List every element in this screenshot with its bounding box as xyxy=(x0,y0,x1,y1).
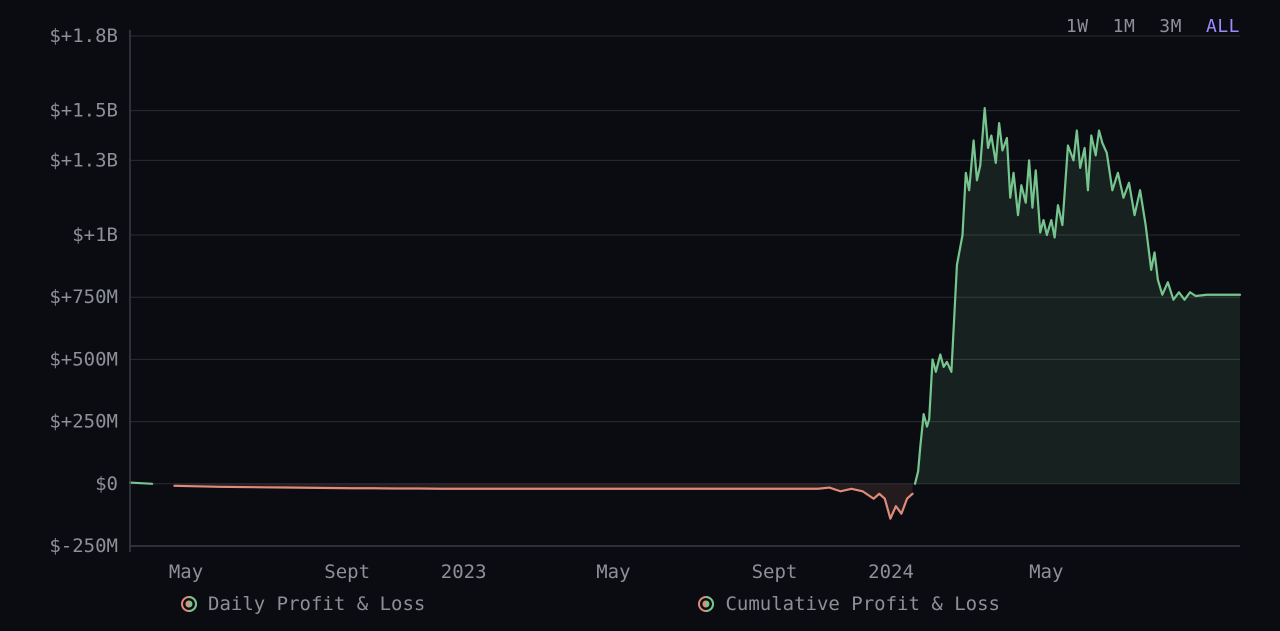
y-tick-label: $+1.8B xyxy=(49,25,118,47)
x-tick-label: May xyxy=(596,561,630,583)
legend-cumulative: Cumulative Profit & Loss xyxy=(697,593,1000,615)
legend-daily-label: Daily Profit & Loss xyxy=(208,593,425,615)
x-tick-label: 2024 xyxy=(868,561,914,583)
cumulative-line xyxy=(174,486,912,519)
y-tick-label: $+1.5B xyxy=(49,100,118,122)
y-tick-label: $+1.3B xyxy=(49,149,118,171)
y-tick-label: $+750M xyxy=(49,286,118,308)
legend: Daily Profit & Loss Cumulative Profit & … xyxy=(0,593,1280,615)
legend-cumulative-dot-icon xyxy=(697,595,715,613)
y-tick-label: $+1B xyxy=(72,224,118,246)
legend-daily-dot-icon xyxy=(180,595,198,613)
cumulative-line xyxy=(130,483,152,484)
x-tick-label: May xyxy=(1029,561,1063,583)
x-tick-label: 2023 xyxy=(441,561,487,583)
y-tick-label: $+500M xyxy=(49,348,118,370)
x-tick-label: Sept xyxy=(752,561,798,583)
y-tick-label: $0 xyxy=(95,473,118,495)
legend-cumulative-label: Cumulative Profit & Loss xyxy=(725,593,1000,615)
y-tick-label: $-250M xyxy=(49,535,118,557)
legend-daily: Daily Profit & Loss xyxy=(180,593,425,615)
chart-svg: $-250M $0 $+250M $+500M $+750M $+1B $+1.3B $+1.… xyxy=(0,0,1280,631)
x-tick-label: May xyxy=(169,561,203,583)
y-tick-label: $+250M xyxy=(49,411,118,433)
pnl-chart: 1W 1M 3M ALL $-250M$0$+250M$+500M$+750M$… xyxy=(0,0,1280,631)
x-tick-label: Sept xyxy=(324,561,370,583)
